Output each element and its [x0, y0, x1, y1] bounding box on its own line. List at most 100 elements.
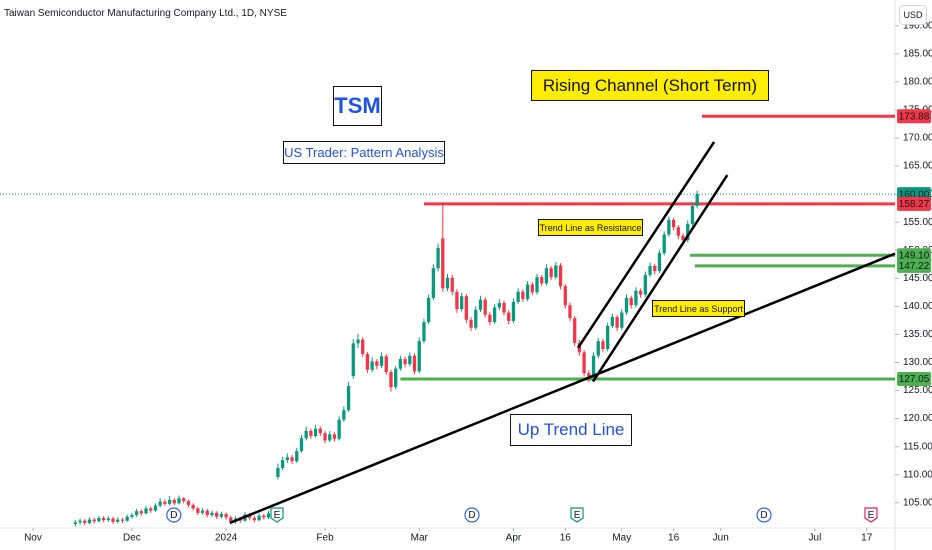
candle-body — [215, 512, 219, 517]
candle-body — [686, 223, 690, 241]
candle-body — [549, 268, 553, 278]
candle-body — [441, 238, 445, 289]
x-tick-label: Mar — [411, 533, 429, 544]
candle-body — [662, 234, 666, 254]
y-tick-label: 155.00 — [903, 217, 932, 228]
candle-body — [328, 434, 332, 441]
candle-body — [116, 519, 120, 522]
candle-body — [624, 297, 629, 313]
x-tick-label: 16 — [668, 533, 680, 544]
candle-body — [620, 312, 624, 328]
candle-body — [408, 355, 412, 365]
candle-body — [177, 498, 181, 504]
candle-body — [149, 508, 153, 511]
y-tick-label: 115.00 — [903, 441, 932, 452]
candle-body — [544, 268, 549, 284]
candle-body — [356, 339, 360, 344]
candle-body — [257, 515, 261, 521]
candle-body — [266, 513, 271, 518]
candle-body — [629, 297, 633, 306]
candle-body — [690, 205, 695, 224]
candle-body — [290, 457, 294, 462]
candle-body — [653, 265, 657, 272]
candle-body — [342, 410, 346, 420]
candle-body — [196, 508, 200, 513]
event-label: D — [760, 510, 767, 521]
candle-body — [252, 517, 257, 521]
candle-body — [167, 499, 172, 504]
candle-body — [422, 322, 426, 342]
candle-body — [276, 467, 280, 477]
price-label-box — [897, 248, 931, 263]
candle-body — [643, 274, 647, 295]
candle-body — [436, 248, 440, 269]
candle-body — [144, 508, 148, 514]
candle-body — [389, 372, 393, 388]
candle-body — [582, 352, 586, 374]
candle-body — [295, 451, 299, 462]
candle-body — [606, 326, 610, 350]
candle-body — [158, 501, 162, 506]
candle-body — [394, 368, 398, 388]
y-tick-label: 170.00 — [903, 133, 932, 144]
x-tick-label: Jul — [809, 533, 822, 544]
candle-body — [648, 265, 652, 275]
trend-line — [229, 252, 896, 525]
candle-body — [610, 317, 615, 327]
event-icon — [464, 507, 480, 523]
price-label-box — [897, 258, 931, 273]
candle-body — [346, 386, 351, 411]
candle-body — [384, 356, 388, 373]
candle-body — [474, 309, 478, 328]
candle-body — [445, 277, 450, 289]
candle-body — [455, 291, 459, 310]
candle-body — [535, 277, 539, 293]
y-tick-label: 165.00 — [903, 161, 932, 172]
candle-body — [153, 505, 158, 511]
candle-body — [191, 504, 195, 509]
y-tick-label: 190.00 — [903, 20, 932, 31]
candle-body — [398, 359, 403, 369]
candle-body — [309, 430, 313, 436]
candle-body — [351, 343, 355, 376]
candle-body — [601, 341, 605, 350]
price-label: 160.00 — [899, 189, 930, 200]
candle-body — [125, 516, 129, 521]
annotation: TSM — [333, 86, 382, 126]
y-tick-label: 140.00 — [903, 301, 932, 312]
price-label: 158.27 — [899, 199, 930, 210]
currency-button[interactable]: USD — [899, 5, 927, 25]
trend-line — [576, 141, 716, 349]
candle-body — [459, 296, 464, 310]
candle-body — [163, 501, 167, 504]
candle-body — [101, 517, 106, 521]
candle-body — [337, 419, 341, 439]
candle-body — [323, 433, 327, 441]
event-icon — [756, 507, 772, 523]
x-tick-label: 2024 — [215, 533, 238, 544]
candle-body — [478, 299, 483, 310]
candle-body — [412, 355, 417, 372]
candle-body — [304, 430, 308, 439]
x-tick-label: Jun — [713, 533, 729, 544]
candle-body — [431, 268, 436, 298]
event-icon — [864, 507, 878, 523]
candle-body — [375, 361, 379, 366]
candle-body — [497, 302, 501, 308]
candle-body — [87, 519, 92, 523]
candle-body — [106, 518, 110, 521]
candle-body — [92, 519, 96, 522]
candle-body — [97, 517, 101, 522]
candle-body — [676, 227, 680, 236]
candle-body — [219, 513, 224, 517]
event-label: E — [274, 510, 281, 521]
candle-body — [511, 301, 516, 321]
candle-body — [521, 291, 525, 300]
annotation: Rising Channel (Short Term) — [531, 70, 769, 101]
price-label-box — [897, 109, 931, 124]
candle-body — [78, 520, 82, 523]
candle-body — [681, 235, 685, 241]
candle-body — [558, 265, 563, 287]
candle-body — [587, 373, 591, 378]
x-tick-label: May — [612, 533, 631, 544]
